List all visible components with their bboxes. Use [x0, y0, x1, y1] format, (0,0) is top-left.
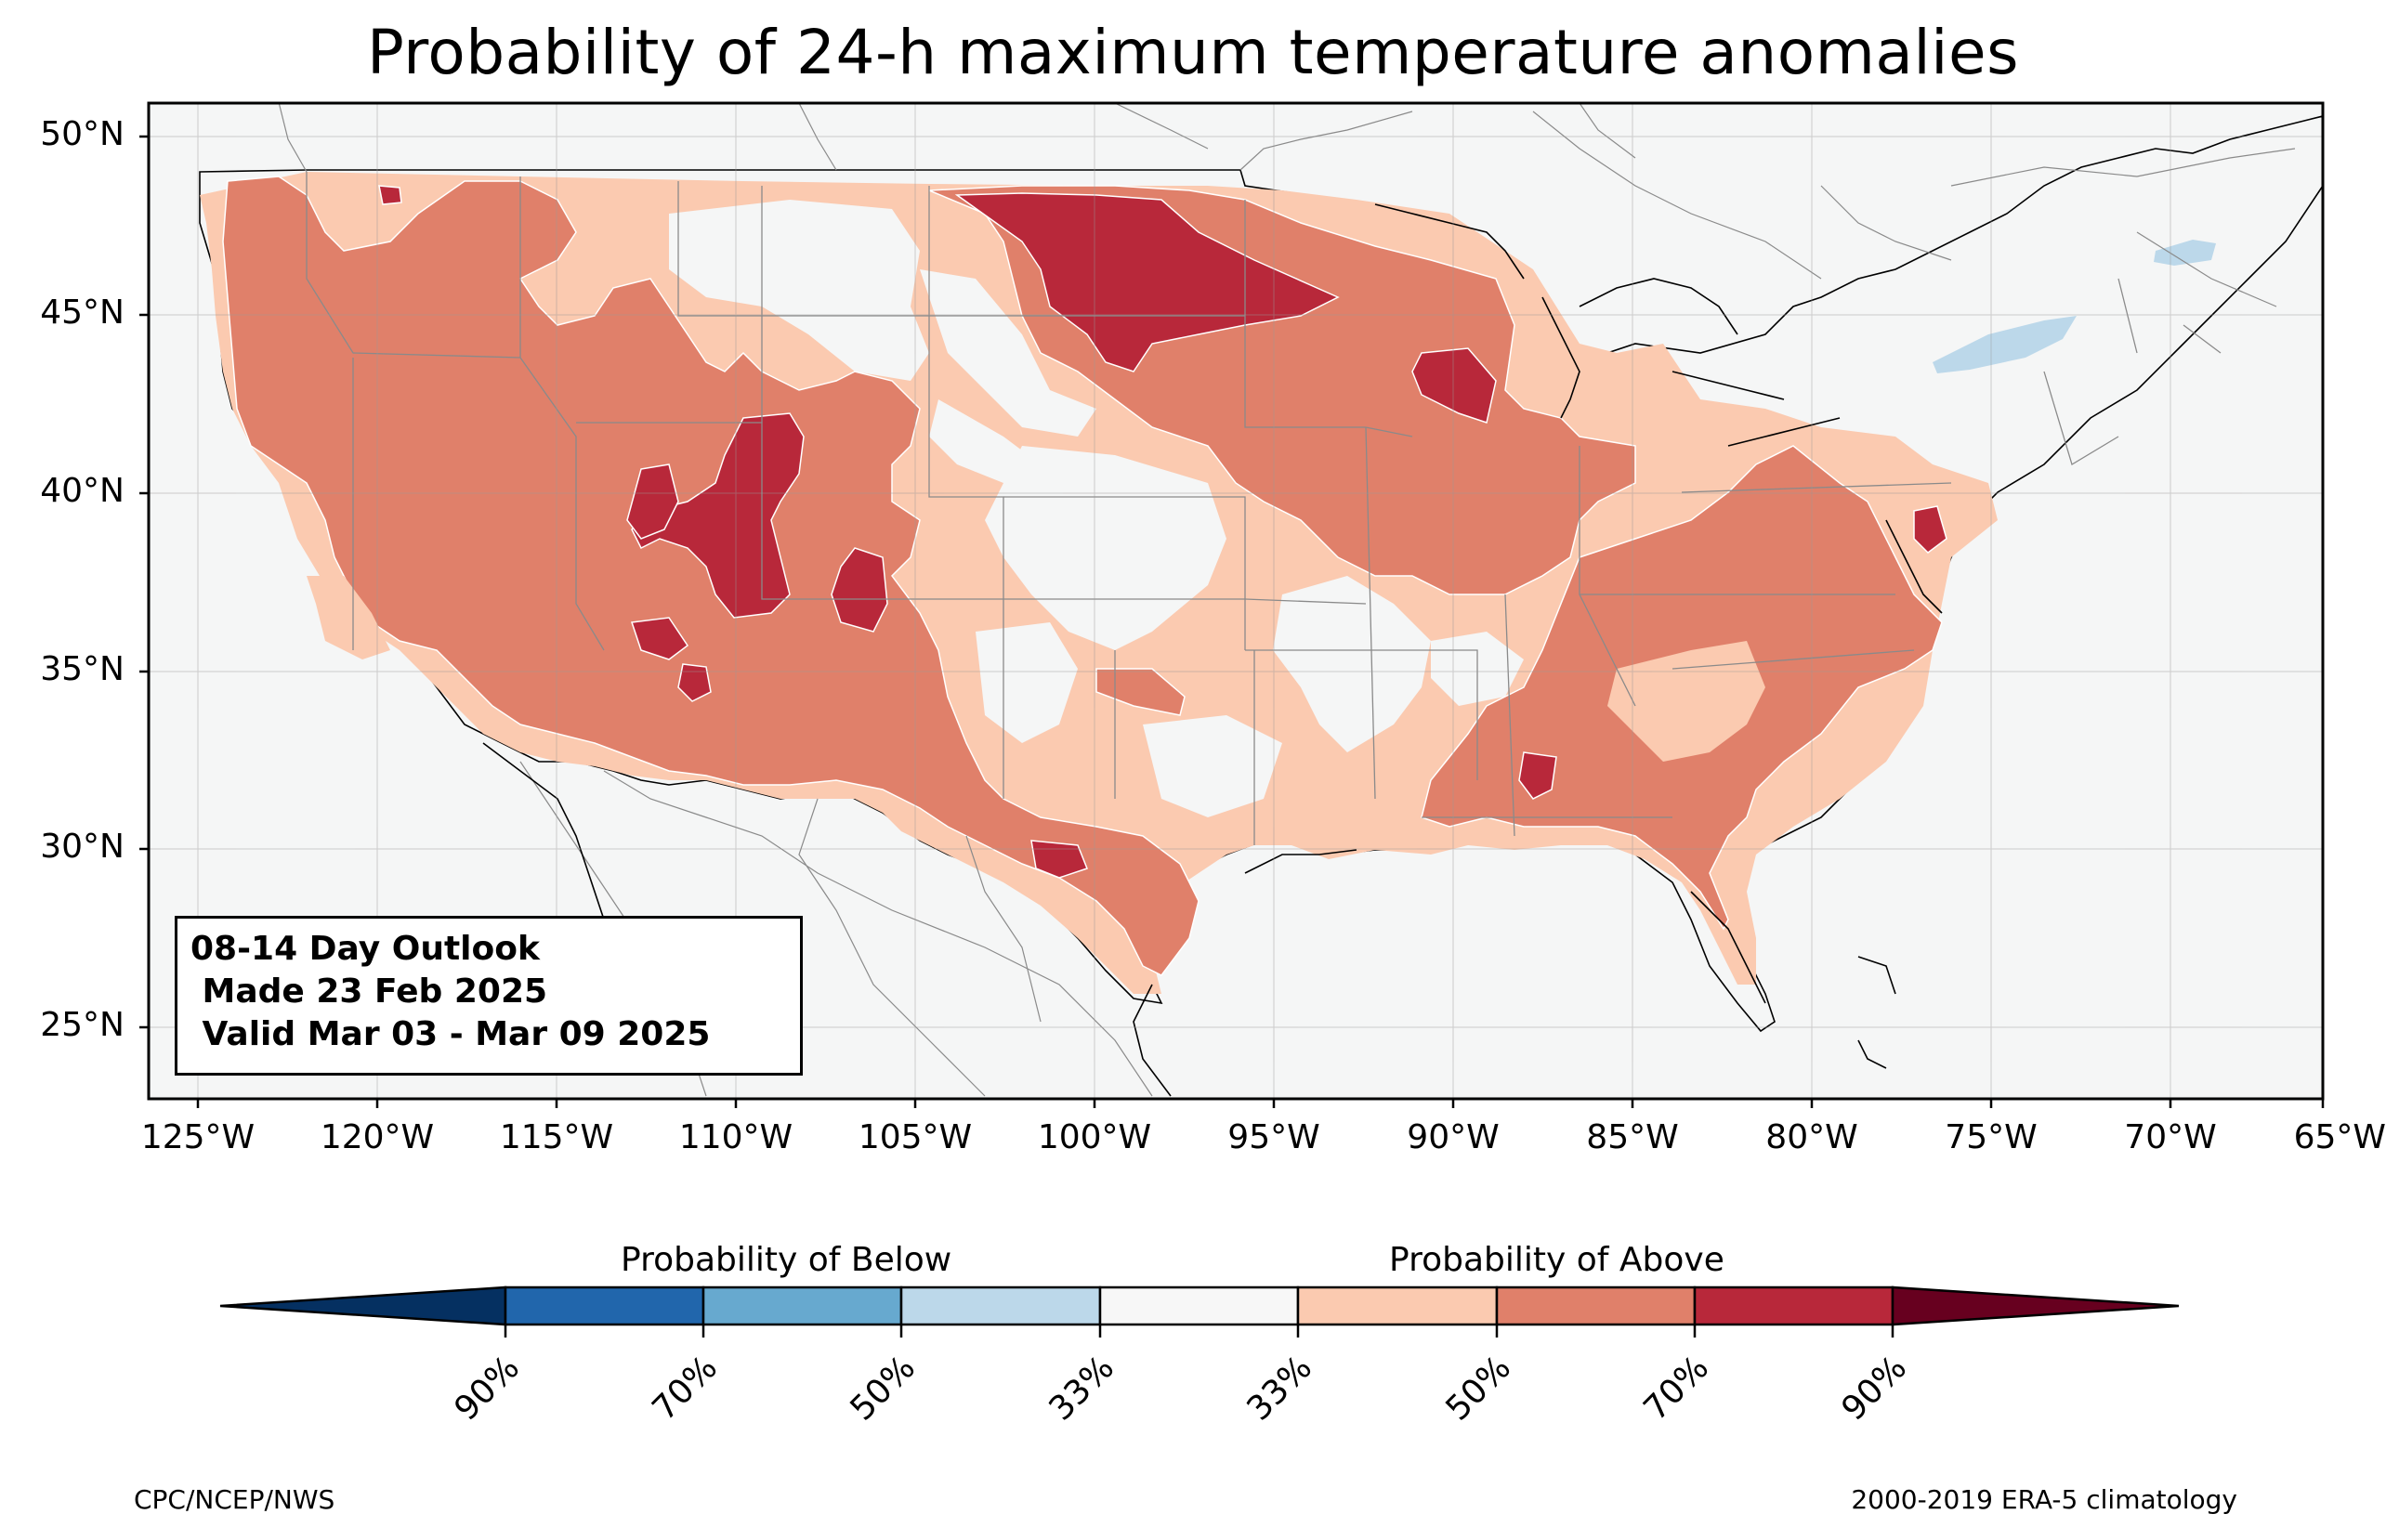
above-70-region	[626, 463, 679, 540]
lat-label: 25°N	[40, 1006, 125, 1044]
near-normal-region	[669, 200, 929, 381]
outlook-period: 08-14 Day Outlook	[190, 930, 540, 968]
lon-label: 70°W	[2124, 1118, 2217, 1156]
lat-label: 50°N	[40, 115, 125, 153]
colorbar	[219, 1286, 2180, 1338]
lon-label: 110°W	[678, 1118, 793, 1156]
footer-source: CPC/NCEP/NWS	[134, 1484, 335, 1515]
lat-label: 30°N	[40, 828, 125, 866]
colorbar-segment	[504, 1286, 705, 1326]
near-normal-region	[232, 557, 307, 650]
lon-label: 80°W	[1765, 1118, 1858, 1156]
map-frame	[147, 101, 2325, 1101]
colorbar-segment	[1891, 1286, 2180, 1326]
colorbar-segment	[1495, 1286, 1697, 1326]
colorbar-below-label: Probability of Below	[621, 1241, 952, 1279]
colorbar-above-label: Probability of Above	[1389, 1241, 1724, 1279]
outlook-info-box: 08-14 Day Outlook Made 23 Feb 2025 Valid…	[175, 916, 803, 1076]
lon-label: 115°W	[499, 1118, 614, 1156]
lat-label: 45°N	[40, 294, 125, 332]
lon-label: 85°W	[1586, 1118, 1679, 1156]
below-33-region	[1933, 316, 2077, 373]
lon-label: 105°W	[858, 1118, 973, 1156]
colorbar-segment	[899, 1286, 1102, 1326]
lon-label: 95°W	[1227, 1118, 1320, 1156]
above-50-region	[1095, 668, 1186, 716]
below-33-region	[2154, 240, 2216, 266]
country-borders	[278, 103, 2296, 1097]
lon-label: 120°W	[320, 1118, 435, 1156]
colorbar-segment	[1693, 1286, 1894, 1326]
colorbar-segment	[219, 1286, 507, 1326]
above-70-region	[1030, 840, 1088, 879]
outlook-made-date: Made 23 Feb 2025	[190, 972, 548, 1011]
state-borders	[306, 172, 2222, 845]
near-normal-region	[929, 399, 1041, 483]
lon-label: 75°W	[1945, 1118, 2038, 1156]
lat-label: 40°N	[40, 472, 125, 510]
near-normal-region	[1273, 576, 1431, 752]
above-70-region	[677, 663, 712, 702]
above-70-region	[954, 192, 1340, 372]
above-70-region	[1411, 347, 1497, 424]
above-70-region	[831, 547, 888, 633]
above-70-region	[630, 617, 689, 660]
near-normal-region	[920, 269, 1096, 437]
map-title: Probability of 24-h maximum temperature …	[367, 17, 2019, 88]
footer-climatology: 2000-2019 ERA-5 climatology	[1851, 1484, 2237, 1515]
above-70-region	[1518, 751, 1557, 800]
near-normal-region	[1143, 715, 1282, 817]
lon-label: 125°W	[140, 1118, 256, 1156]
lat-label: 35°N	[40, 650, 125, 688]
above-33-region	[307, 576, 390, 659]
lon-label: 100°W	[1037, 1118, 1152, 1156]
axis-ticks	[139, 135, 2325, 1108]
outlook-valid-dates: Valid Mar 03 - Mar 09 2025	[190, 1015, 711, 1053]
lon-label: 90°W	[1407, 1118, 1500, 1156]
above-70-region	[378, 185, 402, 205]
above-33-region	[1607, 641, 1765, 762]
above-70-region	[1913, 505, 1947, 554]
colorbar-segment	[1098, 1286, 1300, 1326]
lon-label: 65°W	[2293, 1118, 2386, 1156]
near-normal-region	[976, 622, 1078, 743]
colorbar-segment	[1296, 1286, 1499, 1326]
colorbar-segment	[701, 1286, 903, 1326]
